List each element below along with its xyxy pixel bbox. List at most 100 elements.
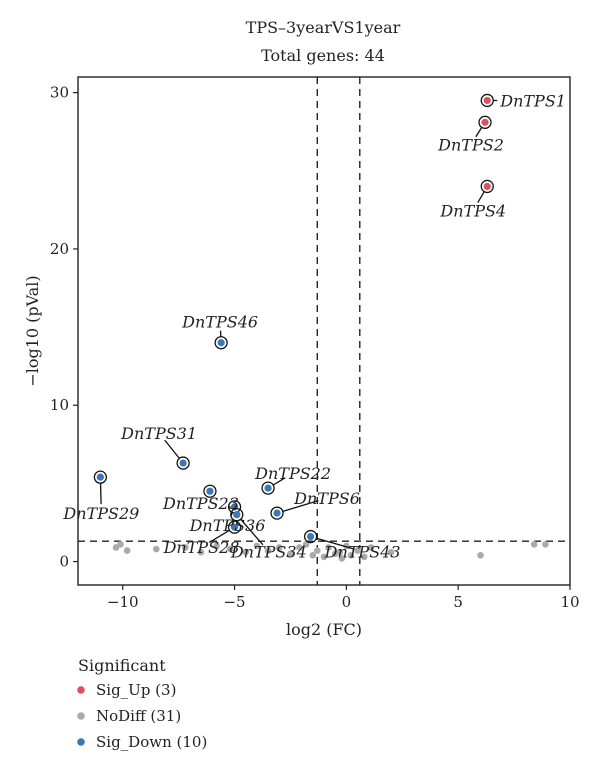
- legend-label-down: Sig_Down (10): [96, 733, 207, 751]
- point-dntps2: [481, 118, 489, 126]
- point-dntps22: [264, 484, 272, 492]
- point-nodiff: [347, 552, 355, 559]
- label-dntps34: DnTPS34: [230, 543, 307, 562]
- axes: −10 −5 0 5 10 0 10 20 30: [50, 84, 580, 611]
- point-nodiff: [117, 541, 124, 548]
- label-dntps46: DnTPS46: [181, 313, 258, 332]
- leader-line-dntps31: [164, 439, 180, 459]
- point-dntps28: [230, 523, 239, 531]
- y-tick-label: 0: [59, 553, 69, 571]
- point-nodiff: [182, 544, 189, 551]
- point-nodiff: [152, 545, 160, 553]
- leader-line-dntps22: [272, 477, 286, 486]
- chart-subtitle: Total genes: 44: [261, 46, 385, 65]
- point-nodiff: [320, 553, 328, 561]
- y-tick-label: 30: [50, 84, 69, 102]
- point-nodiff: [309, 552, 317, 559]
- point-dntps31-ring: [176, 456, 190, 470]
- y-axis-label: −log10 (pVal): [23, 275, 42, 386]
- label-dntps22: DnTPS22: [254, 464, 331, 483]
- point-labels: DnTPS1 DnTPS2 DnTPS4 DnTPS46 DnTPS31 DnTPS29 D…: [62, 91, 566, 561]
- label-dntps28: DnTPS28: [163, 538, 240, 557]
- point-dntps28-ring: [227, 520, 242, 534]
- point-nodiff: [302, 541, 310, 548]
- point-nodiff: [253, 542, 261, 550]
- point-nodiff: [287, 550, 294, 558]
- chart-title: TPS–3yearVS1year: [246, 18, 401, 37]
- point-dntps2-ring: [478, 115, 492, 129]
- leader-line-dntps29: [99, 483, 102, 505]
- point-dntps6-ring: [270, 506, 284, 520]
- label-dntps43: DnTPS43: [324, 543, 401, 562]
- leader-line-dntps2: [475, 127, 483, 138]
- point-nodiff: [123, 547, 131, 554]
- leader-line-dntps28: [208, 529, 230, 544]
- x-tick-label: 5: [453, 593, 463, 611]
- point-nodiff: [338, 555, 346, 562]
- y-tick-label: 20: [50, 240, 69, 258]
- point-nodiff: [275, 544, 283, 551]
- leader-line-dntps43: [316, 537, 355, 550]
- legend-label-up: Sig_Up (3): [96, 681, 176, 699]
- label-dntps2: DnTPS2: [437, 135, 504, 154]
- point-nodiff: [197, 548, 205, 556]
- legend-swatch-down: [77, 738, 85, 746]
- threshold-lines: [78, 77, 570, 585]
- legend-label-nodiff: NoDiff (31): [96, 707, 181, 725]
- point-nodiff: [213, 542, 220, 550]
- data-points: [93, 93, 549, 562]
- x-tick-label: 0: [342, 593, 352, 611]
- point-dntps22-ring: [261, 481, 275, 495]
- point-dntps6: [273, 509, 281, 517]
- point-dntps23: [206, 487, 214, 495]
- label-dntps1: DnTPS1: [499, 91, 566, 110]
- point-dntps43-ring: [303, 529, 318, 544]
- legend-swatch-nodiff: [77, 712, 85, 720]
- point-nodiff: [542, 541, 549, 548]
- point-nodiff: [367, 544, 375, 551]
- point-dntps29: [96, 473, 104, 481]
- point-nodiff: [325, 544, 332, 551]
- label-dntps23: DnTPS23: [162, 494, 239, 513]
- point-dntps34-ring: [230, 508, 244, 522]
- point-dntps46: [217, 339, 225, 347]
- plot-frame: [77, 76, 571, 586]
- x-tick-label: −5: [223, 593, 245, 611]
- point-nodiff: [530, 541, 538, 548]
- point-dntps29-ring: [93, 470, 108, 484]
- legend-swatch-up: [77, 686, 85, 694]
- leader-line-dntps34: [240, 518, 264, 546]
- legend: Significant Sig_Up (3) NoDiff (31) Sig_Down…: [77, 656, 207, 751]
- point-nodiff: [264, 547, 272, 554]
- point-dntps1: [483, 96, 491, 105]
- label-dntps31: DnTPS31: [120, 424, 197, 443]
- point-nodiff: [387, 548, 395, 556]
- leader-line-dntps36: [230, 512, 233, 517]
- point-nodiff: [226, 545, 234, 553]
- point-dntps31: [179, 459, 187, 467]
- point-nodiff: [477, 552, 484, 559]
- point-dntps34: [233, 511, 241, 519]
- y-tick-label: 10: [50, 396, 69, 414]
- x-axis-label: log2 (FC): [286, 620, 362, 639]
- point-nodiff: [360, 553, 368, 561]
- point-nodiff: [313, 547, 321, 554]
- point-dntps4: [483, 182, 491, 191]
- point-dntps46-ring: [214, 336, 228, 350]
- point-nodiff: [336, 548, 343, 556]
- leader-line-dntps6: [282, 500, 319, 512]
- leader-line-dntps4: [477, 191, 485, 203]
- point-dntps43: [306, 532, 315, 541]
- point-dntps23-ring: [203, 484, 217, 498]
- x-tick-label: 10: [560, 593, 579, 611]
- point-nodiff: [354, 547, 361, 554]
- point-nodiff: [296, 544, 303, 551]
- label-dntps36: DnTPS36: [189, 516, 266, 535]
- point-nodiff: [242, 548, 250, 556]
- legend-title: Significant: [78, 656, 166, 675]
- label-dntps6: DnTPS6: [293, 489, 360, 508]
- label-dntps4: DnTPS4: [439, 201, 506, 220]
- point-dntps4-ring: [480, 179, 494, 194]
- label-dntps29: DnTPS29: [62, 504, 139, 523]
